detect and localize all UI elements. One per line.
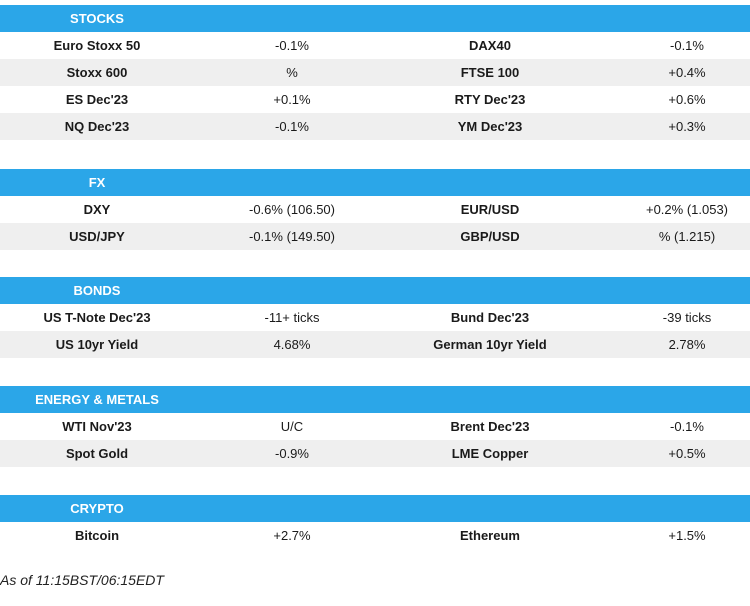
instrument-change: 2.78% (668, 337, 706, 352)
instrument-name: USD/JPY (69, 229, 125, 244)
timestamp-footer: As of 11:15BST/06:15EDT (0, 572, 164, 588)
section-crypto: CRYPTO Bitcoin +2.7% Ethereum +1.5% (0, 495, 750, 549)
instrument-change: % (286, 65, 298, 80)
instrument-change: -0.1% (670, 38, 704, 53)
instrument-change: -0.1% (275, 119, 309, 134)
table-row: ES Dec'23 +0.1% RTY Dec'23 +0.6% (0, 86, 750, 113)
instrument-change: -39 ticks (662, 310, 712, 325)
instrument-change: 4.68% (273, 337, 311, 352)
instrument-name: GBP/USD (460, 229, 520, 244)
section-stocks: STOCKS Euro Stoxx 50 -0.1% DAX40 -0.1% S… (0, 5, 750, 140)
table-row: US T-Note Dec'23 -11+ ticks Bund Dec'23 … (0, 304, 750, 331)
instrument-name: Spot Gold (65, 446, 129, 461)
instrument-name: DAX40 (469, 38, 511, 53)
instrument-name: ES Dec'23 (65, 92, 129, 107)
instrument-change: +2.7% (273, 528, 311, 543)
section-header-energy-metals: ENERGY & METALS (0, 386, 750, 413)
table-row: USD/JPY -0.1% (149.50) GBP/USD % (1.215) (0, 223, 750, 250)
section-bonds: BONDS US T-Note Dec'23 -11+ ticks Bund D… (0, 277, 750, 358)
instrument-change: -0.1% (275, 38, 309, 53)
instrument-name: NQ Dec'23 (64, 119, 130, 134)
instrument-change: -11+ ticks (264, 310, 320, 325)
table-row: NQ Dec'23 -0.1% YM Dec'23 +0.3% (0, 113, 750, 140)
instrument-change: -0.1% (670, 419, 704, 434)
table-row: Stoxx 600 % FTSE 100 +0.4% (0, 59, 750, 86)
instrument-change: +0.5% (668, 446, 706, 461)
instrument-change: +0.4% (668, 65, 706, 80)
section-header-fx: FX (0, 169, 750, 196)
section-header-bonds: BONDS (0, 277, 750, 304)
table-row: WTI Nov'23 U/C Brent Dec'23 -0.1% (0, 413, 750, 440)
section-header-stocks: STOCKS (0, 5, 750, 32)
instrument-name: Bitcoin (74, 528, 120, 543)
table-row: Bitcoin +2.7% Ethereum +1.5% (0, 522, 750, 549)
table-row: Euro Stoxx 50 -0.1% DAX40 -0.1% (0, 32, 750, 59)
instrument-name: WTI Nov'23 (62, 419, 132, 434)
section-title: FX (88, 175, 106, 190)
section-energy-metals: ENERGY & METALS WTI Nov'23 U/C Brent Dec… (0, 386, 750, 467)
instrument-name: DXY (83, 202, 111, 217)
instrument-change: +0.2% (1.053) (645, 202, 729, 217)
table-row: Spot Gold -0.9% LME Copper +0.5% (0, 440, 750, 467)
section-header-crypto: CRYPTO (0, 495, 750, 522)
instrument-change: +0.3% (668, 119, 706, 134)
section-title: STOCKS (70, 11, 124, 26)
instrument-name: Euro Stoxx 50 (53, 38, 141, 53)
section-title: CRYPTO (70, 501, 124, 516)
section-fx: FX DXY -0.6% (106.50) EUR/USD +0.2% (1.0… (0, 169, 750, 250)
section-title: ENERGY & METALS (35, 392, 159, 407)
table-row: DXY -0.6% (106.50) EUR/USD +0.2% (1.053) (0, 196, 750, 223)
instrument-name: Ethereum (460, 528, 520, 543)
instrument-name: Bund Dec'23 (450, 310, 530, 325)
instrument-name: FTSE 100 (460, 65, 520, 80)
instrument-name: EUR/USD (460, 202, 520, 217)
instrument-name: Brent Dec'23 (450, 419, 530, 434)
instrument-change: +0.6% (668, 92, 706, 107)
instrument-name: YM Dec'23 (457, 119, 523, 134)
table-row: US 10yr Yield 4.68% German 10yr Yield 2.… (0, 331, 750, 358)
instrument-name: US T-Note Dec'23 (43, 310, 151, 325)
instrument-name: Stoxx 600 (66, 65, 128, 80)
instrument-change: +0.1% (273, 92, 311, 107)
instrument-name: US 10yr Yield (55, 337, 139, 352)
instrument-change: -0.6% (106.50) (249, 202, 335, 217)
instrument-name: LME Copper (451, 446, 529, 461)
instrument-name: RTY Dec'23 (454, 92, 526, 107)
instrument-name: German 10yr Yield (433, 337, 547, 352)
instrument-change: -0.1% (149.50) (249, 229, 335, 244)
instrument-change: U/C (280, 419, 304, 434)
instrument-change: -0.9% (275, 446, 309, 461)
instrument-change: +1.5% (668, 528, 706, 543)
section-title: BONDS (73, 283, 121, 298)
instrument-change: % (1.215) (658, 229, 716, 244)
